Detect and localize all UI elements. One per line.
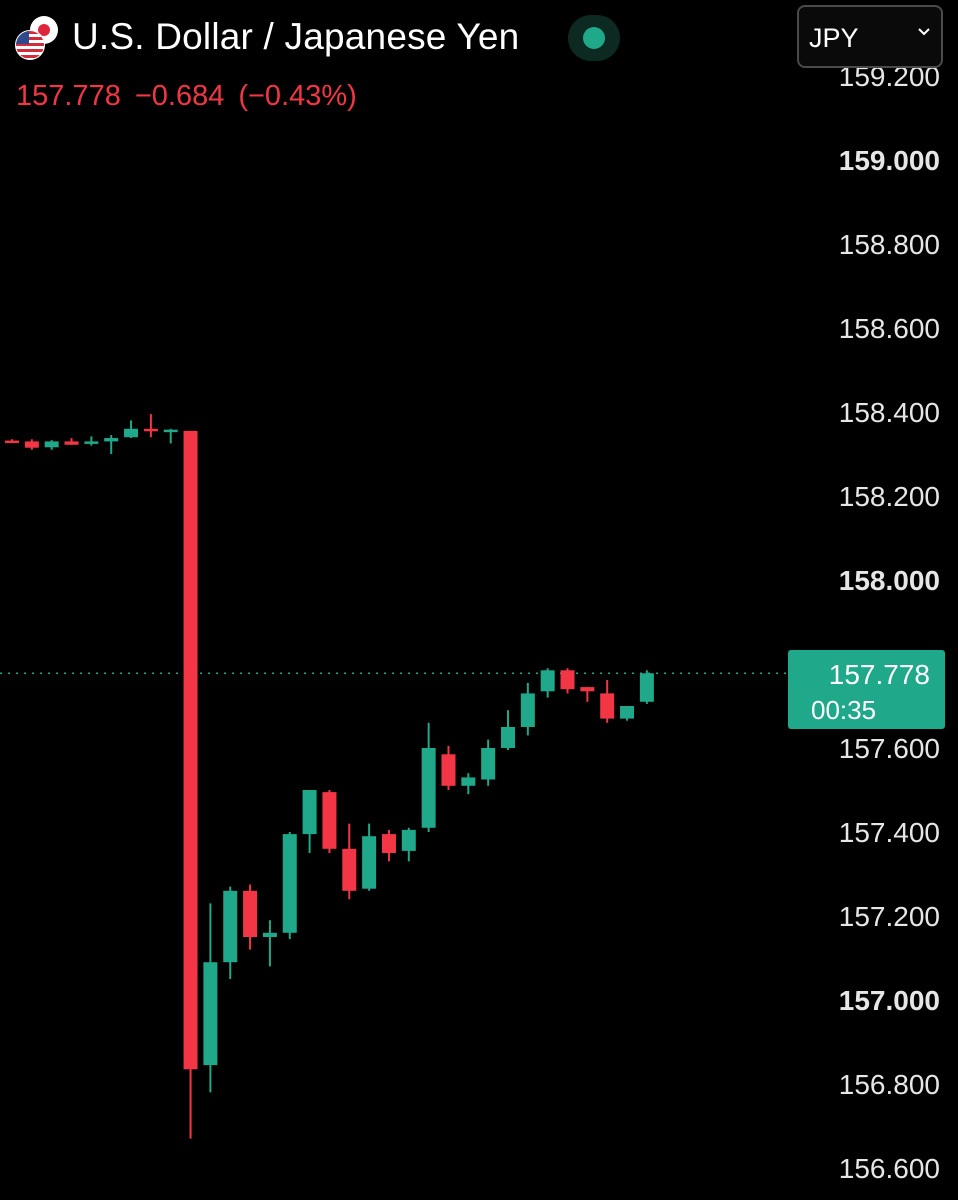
currency-select[interactable]: JPY: [797, 5, 943, 68]
candle-body: [64, 441, 79, 445]
candle-body: [302, 790, 317, 835]
candle: [203, 903, 218, 1093]
price-axis-label: 157.200: [839, 901, 940, 932]
candle: [540, 668, 555, 698]
candle: [183, 430, 198, 1139]
price-change: −0.684: [134, 80, 225, 112]
price-axis-label: 158.200: [839, 481, 940, 512]
candle-body: [441, 754, 456, 786]
candle-body: [104, 438, 119, 442]
candle-body: [282, 834, 297, 933]
candle-body: [401, 829, 416, 851]
candle-body: [163, 429, 178, 433]
candle: [520, 682, 535, 736]
price-axis-label: 157.400: [839, 817, 940, 848]
candle: [302, 790, 317, 853]
currency-select-value: JPY: [809, 23, 859, 53]
candle: [322, 790, 337, 853]
candle-body: [183, 430, 198, 1070]
candle-body: [203, 962, 218, 1066]
candle: [223, 886, 238, 979]
candle-body: [84, 441, 99, 444]
candle: [44, 440, 59, 450]
candle: [124, 420, 139, 439]
candle: [362, 823, 377, 891]
price-tag-price: 157.778: [829, 659, 930, 690]
price-axis-label: 156.600: [839, 1153, 940, 1184]
candle: [639, 670, 654, 704]
price-axis[interactable]: 159.200159.000158.800158.600158.400158.2…: [839, 61, 940, 1184]
candle: [24, 439, 39, 450]
candle-body: [639, 673, 654, 702]
candle-body: [362, 836, 377, 889]
candle-body: [24, 441, 39, 448]
candle-body: [342, 848, 357, 891]
chevron-down-icon: [918, 28, 930, 36]
candle-body: [243, 890, 258, 937]
candle-body: [124, 428, 139, 438]
current-price-tag: 157.778 00:35: [788, 650, 945, 729]
candle-body: [44, 441, 59, 448]
candle: [143, 414, 158, 438]
candle-body: [223, 890, 238, 963]
pair-title: U.S. Dollar / Japanese Yen: [72, 16, 520, 57]
candle: [461, 773, 476, 795]
chart-header: U.S. Dollar / Japanese Yen 157.778 −0.684…: [0, 0, 958, 130]
candle: [600, 679, 615, 723]
candle: [580, 687, 595, 702]
candle: [243, 884, 258, 950]
candle-body: [600, 693, 615, 719]
candle-body: [5, 440, 19, 444]
candle-body: [262, 932, 277, 937]
price-axis-label: 157.600: [839, 733, 940, 764]
candle: [104, 435, 119, 454]
price-axis-label: 157.000: [839, 985, 940, 1016]
candles-layer: [5, 414, 654, 1139]
candle: [481, 739, 496, 786]
candle: [421, 722, 436, 832]
candle-body: [143, 428, 158, 432]
price-axis-label: 159.000: [839, 145, 940, 176]
price-quote: 157.778 −0.684 (−0.43%): [16, 80, 371, 113]
candle-body: [381, 834, 396, 853]
candle: [620, 706, 635, 721]
candle: [401, 827, 416, 862]
usd-jpy-flag-icon: [14, 15, 60, 61]
price-axis-label: 158.600: [839, 313, 940, 344]
candle-body: [322, 792, 337, 849]
price-tag-countdown: 00:35: [811, 695, 876, 725]
candle: [262, 920, 277, 967]
candle: [441, 745, 456, 790]
candle-body: [461, 777, 476, 786]
price-axis-label: 158.800: [839, 229, 940, 260]
market-status-dot-icon: [568, 15, 620, 61]
price-change-percent: (−0.43%): [238, 80, 357, 112]
candle-body: [620, 706, 635, 719]
candle: [381, 829, 396, 862]
price-axis-label: 156.800: [839, 1069, 940, 1100]
price-tag-background: [788, 650, 945, 729]
candle: [342, 823, 357, 900]
candle: [163, 428, 178, 444]
candle-body: [501, 727, 515, 748]
candle: [282, 832, 297, 940]
price-axis-label: 158.000: [839, 565, 940, 596]
last-price: 157.778: [16, 80, 121, 112]
candle: [64, 438, 79, 445]
candle-body: [520, 693, 535, 727]
candle: [501, 710, 515, 751]
candle-body: [540, 670, 555, 692]
candle-body: [560, 670, 575, 690]
candle-body: [421, 748, 436, 828]
candle-body: [580, 687, 595, 692]
candle: [84, 436, 99, 446]
candle: [560, 668, 575, 694]
price-axis-label: 158.400: [839, 397, 940, 428]
candle-body: [481, 748, 496, 780]
candle: [5, 439, 19, 444]
